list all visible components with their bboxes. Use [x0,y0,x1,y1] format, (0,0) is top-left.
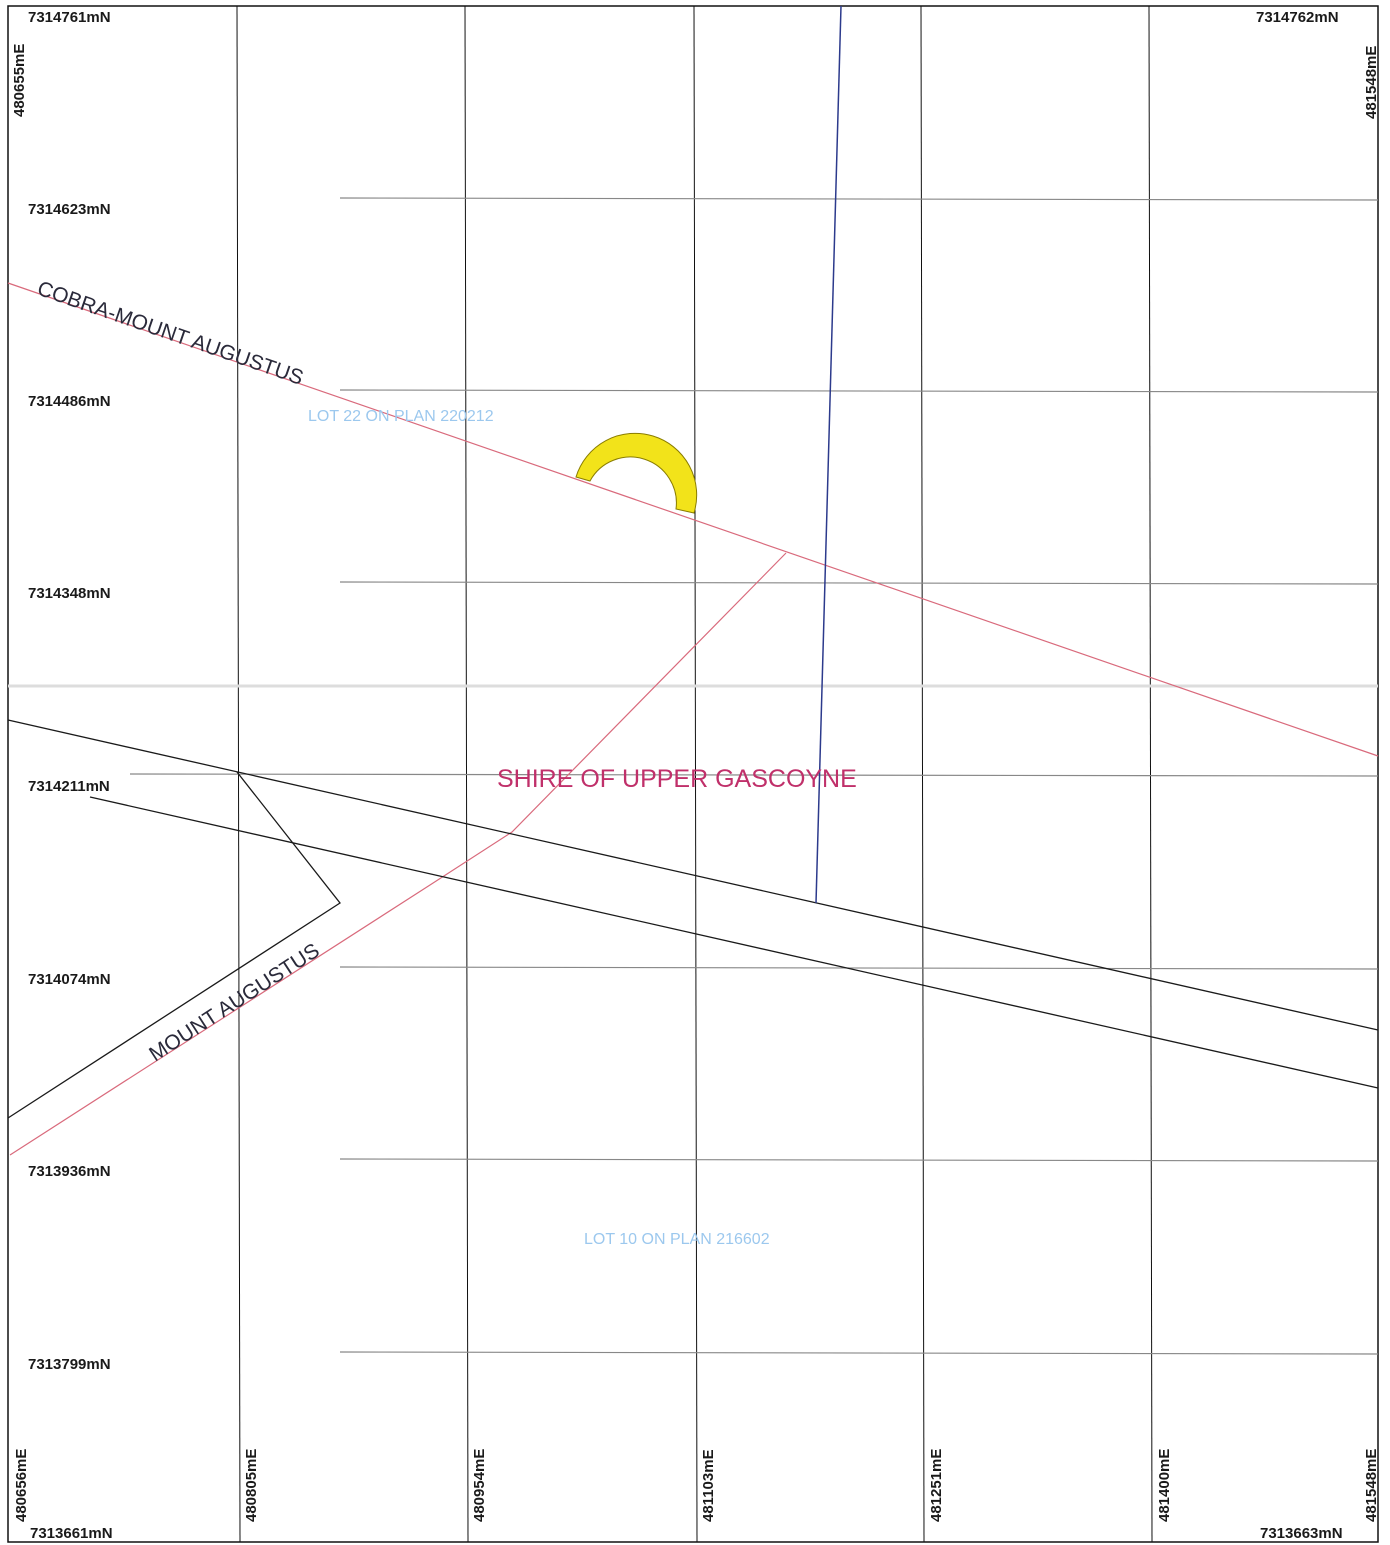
northing-label: 7314211mN [28,778,110,795]
northing-label-top-left: 7314761mN [28,9,111,26]
road-label-cobra-mount-augustus: COBRA-MOUNT AUGUSTUS [34,277,306,390]
lot-label-north: LOT 22 ON PLAN 220212 [308,408,494,425]
road-boundary-north [7,719,1379,1031]
easting-grid-lines [236,5,1153,1543]
easting-label-bottom: 481103mE [700,1449,717,1522]
northing-grid-line [339,1351,1379,1355]
mount-augustus-road-boundary [7,771,341,1119]
northing-grid-line [339,389,1379,393]
map-frame [7,5,1379,1543]
northing-label-bottom-left: 7313661mN [30,1525,113,1542]
northing-label: 7313936mN [28,1163,111,1180]
northing-label: 7314623mN [28,201,111,218]
northing-label-top-right: 7314762mN [1256,9,1339,26]
road-reserve-boundaries [7,719,1379,1119]
easting-label-bottom: 480805mE [243,1449,260,1522]
northing-grid-line [339,1158,1379,1162]
easting-grid-line [693,5,698,1543]
northing-grid-line [339,581,1379,585]
northing-grid-line [339,197,1379,201]
northing-label-bottom-right: 7313663mN [1260,1525,1343,1542]
easting-grid-line [920,5,925,1543]
northing-grid-line [339,966,1379,970]
tenement-arc-area [575,432,698,514]
northing-grid-line [129,773,1379,777]
northing-label: 7314074mN [28,971,111,988]
northing-label: 7314348mN [28,585,111,602]
easting-label-bottom: 480954mE [471,1449,488,1522]
easting-label-top-left: 480655mE [11,44,28,117]
mount-augustus-cadastral-line [9,552,787,1156]
easting-grid-line [1148,5,1153,1543]
cobra-road-cadastral-line [7,282,1379,757]
northing-grid-lines [8,197,1379,1355]
road-label-mount-augustus: MOUNT AUGUSTUS [145,939,324,1066]
road-boundary-south [89,796,1379,1089]
easting-label-bottom: 481400mE [1156,1449,1173,1522]
easting-label-top-right: 481548mE [1363,46,1380,119]
northing-label: 7314486mN [28,393,111,410]
cadastral-boundaries [7,282,1379,1156]
northing-label: 7313799mN [28,1356,111,1373]
easting-label-bottom: 481251mE [928,1449,945,1522]
easting-label-bottom: 480656mE [13,1449,30,1522]
blue-boundary-line [815,5,842,904]
shire-label: SHIRE OF UPPER GASCOYNE [497,765,857,793]
easting-label-bottom: 481548mE [1363,1449,1380,1522]
lot-label-south: LOT 10 ON PLAN 216602 [584,1231,770,1248]
